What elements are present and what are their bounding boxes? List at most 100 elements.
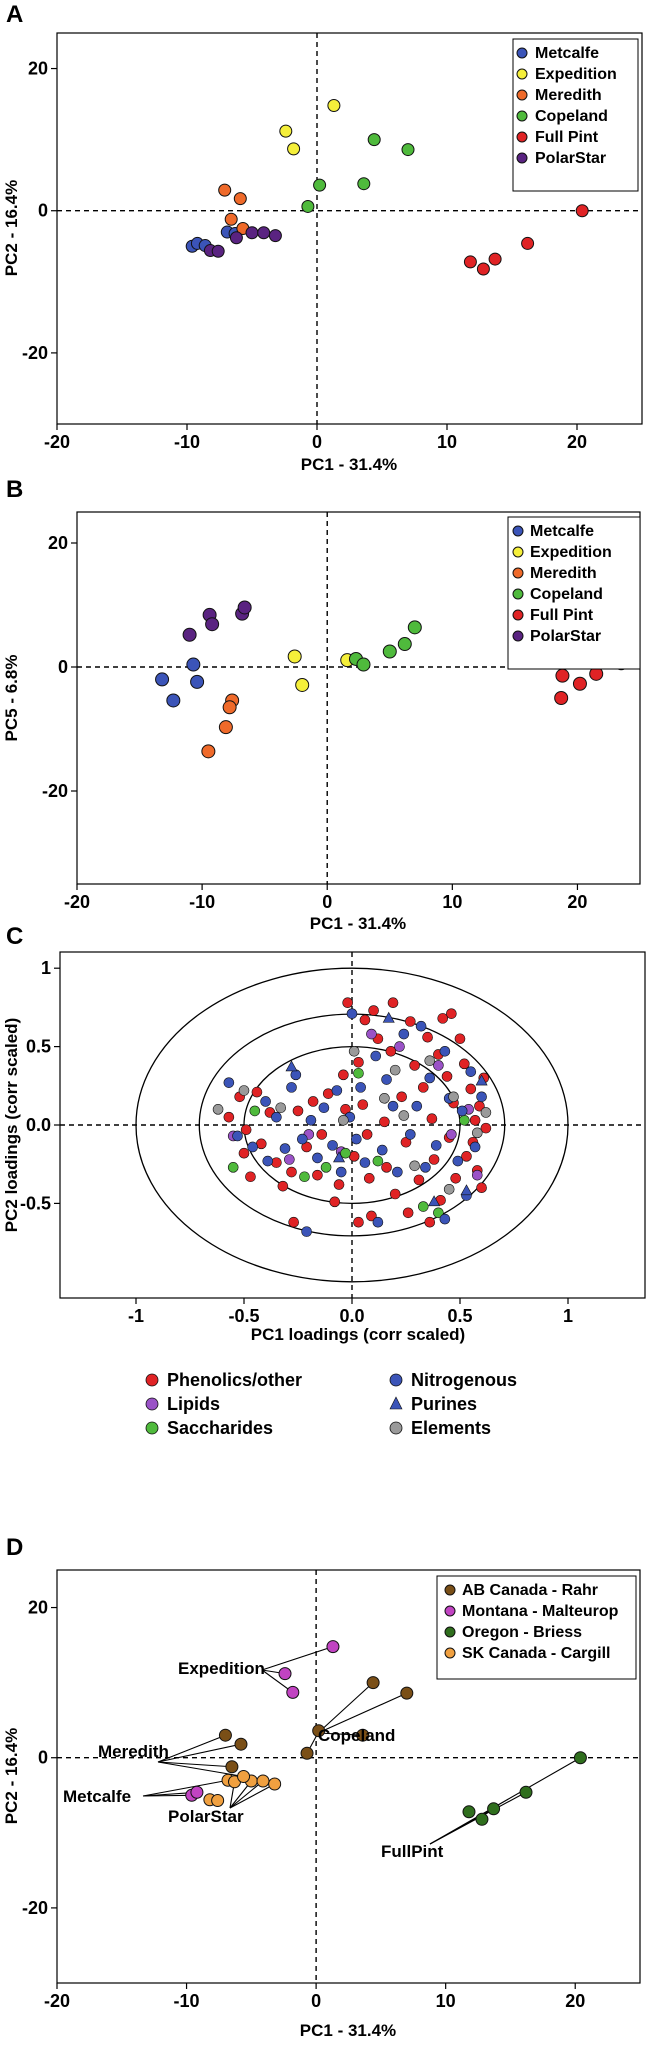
panel-c-point-phenolics-other: [357, 1099, 369, 1110]
panel-a-x-tick-label: 20: [567, 432, 587, 452]
panel-a-x-tick-label: -20: [44, 432, 70, 452]
panel-d-point-oregon-briess: [462, 1805, 476, 1819]
panel-c-point-phenolics-other: [441, 1071, 453, 1082]
panel-c-point-nitrogenous: [372, 1216, 384, 1228]
panel-d-annotation-metcalfe: Metcalfe: [63, 1787, 131, 1806]
panel-a-point-full-pint: [521, 236, 535, 250]
panel-d-point-ab-canada-rahr: [218, 1728, 232, 1742]
panel-c-point-phenolics-other: [379, 1116, 390, 1128]
panel-c-y-tick-label: 0.0: [26, 1115, 51, 1135]
panel-d-leader-line-meredith: [157, 1761, 232, 1768]
panel-d-legend-marker-oregon-briess: [444, 1626, 456, 1638]
panel-c-point-phenolics-other: [292, 1105, 304, 1117]
panel-d-legend-marker-ab-canada-rahr: [444, 1584, 456, 1596]
panel-c-point-phenolics-other: [426, 1113, 438, 1125]
panel-b-point-meredith: [201, 744, 216, 759]
panel-c-point-elements: [471, 1127, 483, 1139]
panel-a-point-full-pint: [476, 262, 490, 276]
panel-c-point-phenolics-other: [338, 1069, 349, 1081]
panel-c-point-purines: [285, 1060, 298, 1072]
panel-c-point-phenolics-other: [387, 997, 399, 1008]
panel-d-leader-line-expedition: [261, 1646, 334, 1671]
panel-d-point-sk-canada-cargill: [211, 1794, 225, 1808]
panel-c-x-tick-label: -1: [128, 1306, 144, 1326]
panel-d-scatter-plot: -20 -10 0 10 20 -20 0 20 Expedition Meredith Cope…: [2, 1569, 641, 2040]
panel-c-point-phenolics-other: [333, 1179, 345, 1190]
panel-c-point-phenolics-other: [409, 1060, 420, 1071]
panel-b-point-metcalfe: [155, 672, 170, 687]
panel-d-legend-label-sk-canada-cargill: SK Canada - Cargill: [462, 1645, 610, 1662]
panel-c-point-nitrogenous: [381, 1074, 392, 1085]
panel-c-point-phenolics-other: [405, 1016, 416, 1027]
panel-b-y-tick-label: 0: [58, 657, 68, 677]
panel-c-point-phenolics-other: [361, 1129, 373, 1140]
panel-c-point-elements: [480, 1107, 492, 1118]
panel-a-y-axis-label: PC2 - 16.4%: [2, 180, 21, 276]
panel-b-point-full-pint: [555, 668, 570, 683]
panel-d-y-tick-label: -20: [22, 1898, 48, 1918]
panel-c-point-purines: [460, 1184, 473, 1196]
panel-c-point-nitrogenous: [262, 1155, 274, 1167]
panel-c-point-nitrogenous: [392, 1166, 403, 1178]
panel-b-point-metcalfe: [186, 657, 201, 672]
panel-c-point-elements: [338, 1114, 349, 1126]
panel-d-point-ab-canada-rahr: [356, 1728, 370, 1742]
panel-a-legend-label-polarstar: PolarStar: [535, 150, 606, 167]
panel-c-point-nitrogenous: [247, 1141, 258, 1153]
panel-c-point-phenolics-other: [450, 1173, 461, 1184]
panel-c-point-phenolics-other: [251, 1086, 263, 1098]
panel-a-legend-marker-polarstar: [516, 152, 528, 164]
panel-c-x-tick-label: 1: [563, 1306, 573, 1326]
panel-c-point-nitrogenous: [411, 1100, 423, 1112]
panel-a-x-tick-label: 10: [437, 432, 457, 452]
panel-a-point-copeland: [401, 143, 415, 157]
panel-c-point-saccharides: [372, 1155, 384, 1167]
panel-c-point-nitrogenous: [351, 1133, 362, 1145]
panel-c-point-phenolics-other: [359, 1014, 371, 1026]
panel-b-y-tick-label: -20: [42, 781, 68, 801]
panel-c-point-saccharides: [320, 1162, 332, 1173]
panel-c-point-nitrogenous: [290, 1069, 302, 1081]
panel-c-point-phenolics-other: [307, 1096, 319, 1107]
panel-c-legend-label-saccharides: Saccharides: [167, 1418, 273, 1438]
panel-letter-a: A: [6, 1, 23, 28]
panel-a-legend-marker-expedition: [516, 68, 528, 80]
panel-d-legend-label-montana-malteurop: Montana - Malteurop: [462, 1603, 619, 1620]
panel-c-point-elements: [238, 1085, 250, 1096]
panel-d-leader-line-meredith: [157, 1734, 226, 1763]
panel-d-annotation-fullpint: FullPint: [381, 1842, 444, 1861]
panel-c-point-nitrogenous: [387, 1100, 399, 1112]
panel-c-point-elements: [398, 1110, 410, 1121]
panel-a-point-full-pint: [488, 252, 502, 266]
panel-c-point-phenolics-other: [223, 1111, 235, 1123]
panel-d-leader-line-polarstar: [229, 1783, 275, 1809]
panel-c-point-elements: [443, 1183, 455, 1195]
panel-a-legend-label-full-pint: Full Pint: [535, 129, 599, 146]
panel-d-point-ab-canada-rahr: [234, 1737, 248, 1751]
panel-d-point-oregon-briess: [487, 1802, 501, 1816]
panel-d-point-montana-malteurop: [286, 1685, 300, 1699]
panel-b-legend-marker-polarstar: [512, 630, 524, 642]
panel-c-point-nitrogenous: [424, 1072, 436, 1084]
panel-b-point-copeland: [407, 620, 422, 635]
panel-d-legend-marker-montana-malteurop: [444, 1605, 456, 1617]
panel-c-point-phenolics-other: [368, 1005, 379, 1016]
panel-c-point-lipids: [284, 1154, 295, 1165]
panel-c-point-nitrogenous: [327, 1140, 338, 1151]
panel-c-point-phenolics-other: [385, 1046, 397, 1057]
panel-b-point-copeland: [356, 657, 371, 672]
panel-d-point-montana-malteurop: [278, 1667, 292, 1681]
panel-c-point-phenolics-other: [277, 1180, 289, 1192]
panel-b-scatter-plot: -20 -10 0 10 20 -20 0 20 PC1 - 31.4% PC5 - 6.8%…: [2, 511, 641, 933]
panel-a-point-polarstar: [245, 226, 259, 240]
panel-c-point-nitrogenous: [398, 1028, 410, 1040]
panel-d-point-sk-canada-cargill: [256, 1774, 270, 1788]
panel-d-point-oregon-briess: [519, 1785, 533, 1799]
panel-a-legend-label-metcalfe: Metcalfe: [535, 45, 599, 62]
panel-c-point-nitrogenous: [301, 1226, 312, 1237]
panel-c-point-phenolics-other: [428, 1154, 440, 1165]
panel-a-point-full-pint: [575, 204, 589, 218]
panel-c-point-saccharides: [433, 1207, 444, 1219]
panel-d-annotation-expedition: Expedition: [178, 1659, 265, 1678]
panel-c-point-nitrogenous: [279, 1143, 291, 1154]
